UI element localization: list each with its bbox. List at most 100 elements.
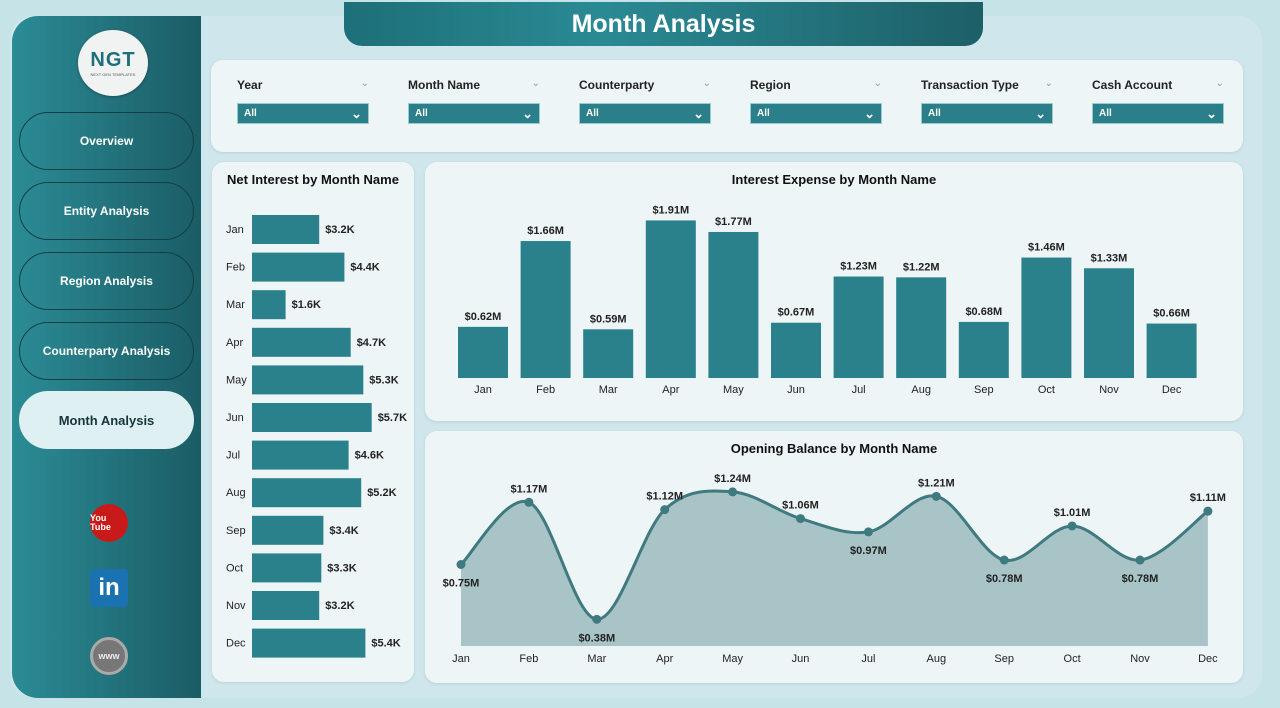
- filter-label: Region ⌄: [750, 78, 882, 94]
- chevron-down-icon[interactable]: ⌄: [360, 78, 369, 89]
- category-label: Mar: [587, 653, 606, 665]
- category-label: Mar: [226, 299, 245, 311]
- bar: [1146, 323, 1197, 378]
- filter-transaction-type: Transaction Type ⌄ All ⌄: [921, 78, 1053, 124]
- data-label: $5.2K: [367, 487, 396, 499]
- category-label: Mar: [599, 384, 618, 396]
- data-label: $5.7K: [378, 412, 407, 424]
- filter-dropdown[interactable]: All ⌄: [921, 103, 1053, 124]
- category-label: Sep: [994, 653, 1014, 665]
- filter-label: Year ⌄: [237, 78, 369, 94]
- data-label: $3.2K: [325, 600, 354, 612]
- chevron-down-icon: ⌄: [1035, 105, 1046, 121]
- data-label: $5.3K: [369, 374, 398, 386]
- filter-value: All: [415, 108, 428, 119]
- filter-dropdown[interactable]: All ⌄: [750, 103, 882, 124]
- category-label: Apr: [226, 337, 243, 349]
- nav-month-analysis[interactable]: Month Analysis: [19, 391, 194, 449]
- data-label: $1.01M: [1054, 507, 1091, 519]
- chevron-down-icon: ⌄: [864, 105, 875, 121]
- data-label: $1.17M: [511, 483, 548, 495]
- category-label: Sep: [974, 384, 994, 396]
- filter-label: Transaction Type ⌄: [921, 78, 1053, 94]
- chevron-down-icon: ⌄: [522, 105, 533, 121]
- filter-panel: Year ⌄ All ⌄ Month Name ⌄ All ⌄ Counterparty ⌄ …: [211, 60, 1243, 152]
- youtube-label: You Tube: [90, 513, 111, 532]
- filter-region: Region ⌄ All ⌄: [750, 78, 882, 124]
- nav-overview[interactable]: Overview: [19, 112, 194, 170]
- data-point: [660, 505, 670, 515]
- filter-value: All: [1099, 108, 1112, 119]
- data-label: $1.21M: [918, 477, 955, 489]
- youtube-icon[interactable]: You Tube: [90, 504, 128, 542]
- category-label: Oct: [226, 562, 243, 574]
- filter-value: All: [757, 108, 770, 119]
- filter-label-text: Transaction Type: [921, 78, 1019, 92]
- chevron-down-icon[interactable]: ⌄: [702, 78, 711, 89]
- filter-dropdown[interactable]: All ⌄: [237, 103, 369, 124]
- category-label: Feb: [536, 384, 555, 396]
- category-label: May: [723, 384, 744, 396]
- linkedin-icon[interactable]: in: [90, 569, 128, 607]
- data-label: $1.6K: [292, 299, 321, 311]
- data-label: $0.59M: [590, 313, 627, 325]
- bar: [645, 220, 696, 378]
- data-label: $4.6K: [355, 450, 384, 462]
- chevron-down-icon: ⌄: [693, 105, 704, 121]
- chart-title: Net Interest by Month Name: [227, 172, 399, 187]
- website-globe-icon[interactable]: www: [90, 637, 128, 675]
- bar: [708, 231, 759, 378]
- data-label: $0.78M: [986, 573, 1023, 585]
- filter-dropdown[interactable]: All ⌄: [579, 103, 711, 124]
- chevron-down-icon[interactable]: ⌄: [873, 78, 882, 89]
- category-label: Aug: [226, 487, 246, 499]
- category-label: Jun: [787, 384, 805, 396]
- filter-dropdown[interactable]: All ⌄: [1092, 103, 1224, 124]
- nav-region-analysis[interactable]: Region Analysis: [19, 252, 194, 310]
- category-label: Jan: [226, 224, 244, 236]
- data-label: $4.4K: [350, 262, 379, 274]
- chevron-down-icon[interactable]: ⌄: [531, 78, 540, 89]
- bar: [252, 478, 362, 508]
- data-label: $0.38M: [578, 632, 615, 644]
- chevron-down-icon[interactable]: ⌄: [1044, 78, 1053, 89]
- bar: [583, 329, 634, 378]
- category-label: Dec: [1162, 384, 1182, 396]
- category-label: Jan: [474, 384, 492, 396]
- chevron-down-icon[interactable]: ⌄: [1215, 78, 1224, 89]
- data-point: [931, 491, 941, 501]
- chart-title: Opening Balance by Month Name: [730, 441, 938, 456]
- category-label: Aug: [911, 384, 931, 396]
- data-label: $3.2K: [325, 224, 354, 236]
- chevron-down-icon: ⌄: [1206, 105, 1217, 121]
- bar: [252, 515, 324, 545]
- ngt-logo[interactable]: NGT NEXT GEN TEMPLATES: [78, 30, 148, 96]
- interest-expense-chart: $0.62M Jan $1.66M Feb $0.59M Mar $1.91M Apr $1.7…: [458, 204, 1197, 396]
- data-point: [796, 514, 805, 524]
- data-label: $1.91M: [652, 204, 689, 216]
- filter-value: All: [928, 108, 941, 119]
- bar: [252, 327, 351, 357]
- data-label: $0.66M: [1153, 308, 1190, 320]
- bar: [252, 290, 286, 320]
- category-label: Nov: [1099, 384, 1119, 396]
- category-label: May: [226, 374, 247, 386]
- filter-value: All: [586, 108, 599, 119]
- bar: [1084, 268, 1134, 378]
- data-label: $1.24M: [714, 473, 751, 485]
- bar: [252, 553, 322, 583]
- bar: [896, 277, 947, 378]
- filter-label-text: Year: [237, 78, 263, 92]
- filter-label-text: Cash Account: [1092, 78, 1173, 92]
- nav-counterparty-analysis[interactable]: Counterparty Analysis: [19, 322, 194, 380]
- bar: [252, 365, 364, 395]
- filter-counterparty: Counterparty ⌄ All ⌄: [579, 78, 711, 124]
- filter-dropdown[interactable]: All ⌄: [408, 103, 540, 124]
- bar: [1021, 257, 1072, 378]
- nav-entity-analysis[interactable]: Entity Analysis: [19, 182, 194, 240]
- category-label: Jul: [226, 450, 240, 462]
- bar: [252, 440, 349, 470]
- bar: [771, 322, 821, 378]
- category-label: Jan: [452, 653, 470, 665]
- filter-label: Counterparty ⌄: [579, 78, 711, 94]
